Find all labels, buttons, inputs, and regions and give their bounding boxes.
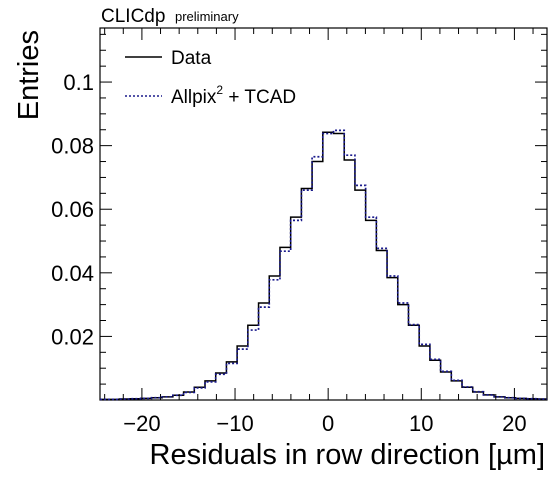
y-axis-ticks: 0.02 0.04 0.06 0.08 0.1 [51, 33, 547, 385]
y-tick-label: 0.08 [51, 134, 94, 159]
y-tick-label: 0.02 [51, 324, 94, 349]
legend-label-allpix: Allpix2 + TCAD [171, 83, 296, 108]
legend-label-data: Data [171, 48, 212, 69]
y-tick-label: 0.04 [51, 261, 94, 286]
x-axis-label: Residuals in row direction [µm] [150, 439, 545, 471]
x-tick-label: 0 [322, 411, 334, 436]
x-tick-label: −10 [216, 411, 253, 436]
header-sub: preliminary [175, 9, 239, 24]
legend-allpix-base: Allpix [171, 87, 217, 108]
series-line-allpix [100, 129, 547, 401]
legend-allpix-sup: 2 [216, 83, 223, 97]
series-layer [100, 129, 547, 401]
y-axis-label: Entries [13, 30, 45, 120]
legend-allpix-suffix: + TCAD [223, 87, 296, 108]
x-tick-label: 20 [502, 411, 526, 436]
x-tick-label: 10 [409, 411, 433, 436]
header-main: CLICdp [101, 6, 165, 27]
x-tick-label: −20 [123, 411, 160, 436]
x-axis-ticks: −20 −10 0 10 20 [104, 28, 534, 436]
y-tick-label: 0.06 [51, 197, 94, 222]
legend: Data Allpix2 + TCAD [125, 48, 296, 108]
plot-frame [99, 27, 548, 401]
series-line-data [100, 131, 547, 401]
y-tick-label: 0.1 [63, 70, 94, 95]
